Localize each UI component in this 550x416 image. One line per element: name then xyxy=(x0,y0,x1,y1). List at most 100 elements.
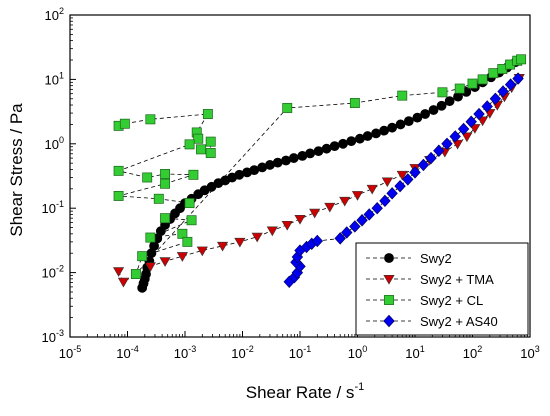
legend-item: Swy2 + CL xyxy=(366,293,483,308)
data-point xyxy=(288,153,299,163)
data-point xyxy=(305,148,316,159)
y-tick-label: 102 xyxy=(45,6,64,23)
data-point xyxy=(444,96,455,107)
data-point xyxy=(160,169,171,179)
legend: Swy2 Swy2 + TMA Swy2 + CL Swy2 + AS40 xyxy=(355,242,529,336)
data-point xyxy=(346,136,357,147)
data-point xyxy=(349,98,360,108)
legend-item: Swy2 + AS40 xyxy=(366,314,498,329)
data-point xyxy=(371,202,383,215)
legend-marker xyxy=(384,295,394,305)
data-point xyxy=(142,172,153,183)
data-point xyxy=(488,68,499,79)
data-point xyxy=(329,141,340,152)
x-tick-label: 102 xyxy=(463,344,482,361)
data-point xyxy=(251,232,263,243)
data-point xyxy=(481,100,493,113)
data-point xyxy=(176,252,188,262)
x-tick-label: 10-4 xyxy=(116,344,138,361)
data-point xyxy=(349,220,361,233)
data-point xyxy=(489,92,502,105)
x-tick-label: 10-1 xyxy=(289,344,311,361)
data-point xyxy=(381,177,393,188)
data-point xyxy=(313,146,324,157)
data-point xyxy=(437,87,448,98)
data-point xyxy=(309,208,321,219)
data-point xyxy=(113,165,124,176)
x-tick-label-exp: 0 xyxy=(362,344,367,354)
data-point xyxy=(362,131,373,141)
data-point xyxy=(409,166,421,179)
data-point xyxy=(160,213,171,224)
data-point xyxy=(144,262,156,273)
y-tick-label-base: 10 xyxy=(42,266,56,281)
x-axis-title-text: Shear Rate / s xyxy=(246,383,355,402)
data-point xyxy=(461,132,473,143)
data-point xyxy=(205,136,216,147)
legend-label: Swy2 + TMA xyxy=(420,272,494,287)
data-point xyxy=(428,105,439,115)
data-point xyxy=(356,214,368,227)
x-tick-label-exp: -1 xyxy=(303,344,311,354)
data-point xyxy=(449,130,461,143)
data-point xyxy=(202,109,213,119)
y-tick-label-exp: 1 xyxy=(59,70,64,80)
data-point xyxy=(451,139,464,150)
y-tick-label-base: 10 xyxy=(45,137,59,152)
legend-label: Swy2 + CL xyxy=(420,293,483,308)
data-point xyxy=(196,246,208,257)
data-point xyxy=(182,236,193,247)
x-tick-label-exp: 2 xyxy=(477,344,482,354)
data-point xyxy=(441,137,453,150)
series-4 xyxy=(283,72,524,288)
data-point xyxy=(396,170,408,181)
data-point xyxy=(473,107,485,121)
data-point xyxy=(497,85,509,98)
data-point xyxy=(186,215,197,226)
x-tick-label-base: 10 xyxy=(59,346,73,361)
data-point xyxy=(403,116,414,127)
data-point xyxy=(119,118,130,129)
legend-item: Swy2 xyxy=(366,251,452,266)
x-tick-label: 10-3 xyxy=(174,344,196,361)
x-tick-label: 10-5 xyxy=(59,344,81,361)
x-tick-label: 100 xyxy=(348,344,367,361)
y-tick-label: 10-1 xyxy=(42,199,64,216)
x-tick-label-exp: 3 xyxy=(535,344,540,354)
data-point xyxy=(425,151,437,165)
data-point xyxy=(433,144,445,157)
data-point xyxy=(188,169,199,180)
y-tick-label-exp: -2 xyxy=(56,264,64,274)
y-tick-label: 10-2 xyxy=(42,264,64,281)
data-point xyxy=(394,179,406,193)
x-tick-label: 101 xyxy=(405,344,424,361)
data-point xyxy=(196,144,206,155)
data-point xyxy=(205,148,216,158)
y-tick-label-base: 10 xyxy=(42,330,56,345)
data-point xyxy=(184,198,195,209)
data-point xyxy=(311,234,324,248)
series-layer xyxy=(113,54,527,293)
y-tick-label: 10-3 xyxy=(42,328,64,345)
x-tick-label-base: 10 xyxy=(405,346,419,361)
data-point xyxy=(338,138,348,149)
data-point xyxy=(457,122,470,136)
data-point xyxy=(282,103,293,113)
data-point xyxy=(477,74,488,85)
legend-label: Swy2 xyxy=(420,251,452,266)
data-point xyxy=(281,220,293,231)
data-point xyxy=(516,54,527,65)
x-tick-label-base: 10 xyxy=(116,346,130,361)
y-tick-label-base: 10 xyxy=(42,201,56,216)
axes-layer: 10-5 10-4 10-3 10-2 10-1 100 101 102 10310-310-2… xyxy=(42,6,540,361)
data-point xyxy=(117,277,130,288)
data-point xyxy=(402,173,414,186)
data-point xyxy=(436,100,447,111)
x-tick-label-exp: -4 xyxy=(131,344,139,354)
x-tick-label-base: 10 xyxy=(463,346,477,361)
series-3 xyxy=(113,54,527,279)
y-axis-title: Shear Stress / Pa xyxy=(7,103,26,237)
x-tick-label-base: 10 xyxy=(231,346,245,361)
x-tick-label-base: 10 xyxy=(520,346,534,361)
y-tick-label-exp: 2 xyxy=(59,6,64,16)
